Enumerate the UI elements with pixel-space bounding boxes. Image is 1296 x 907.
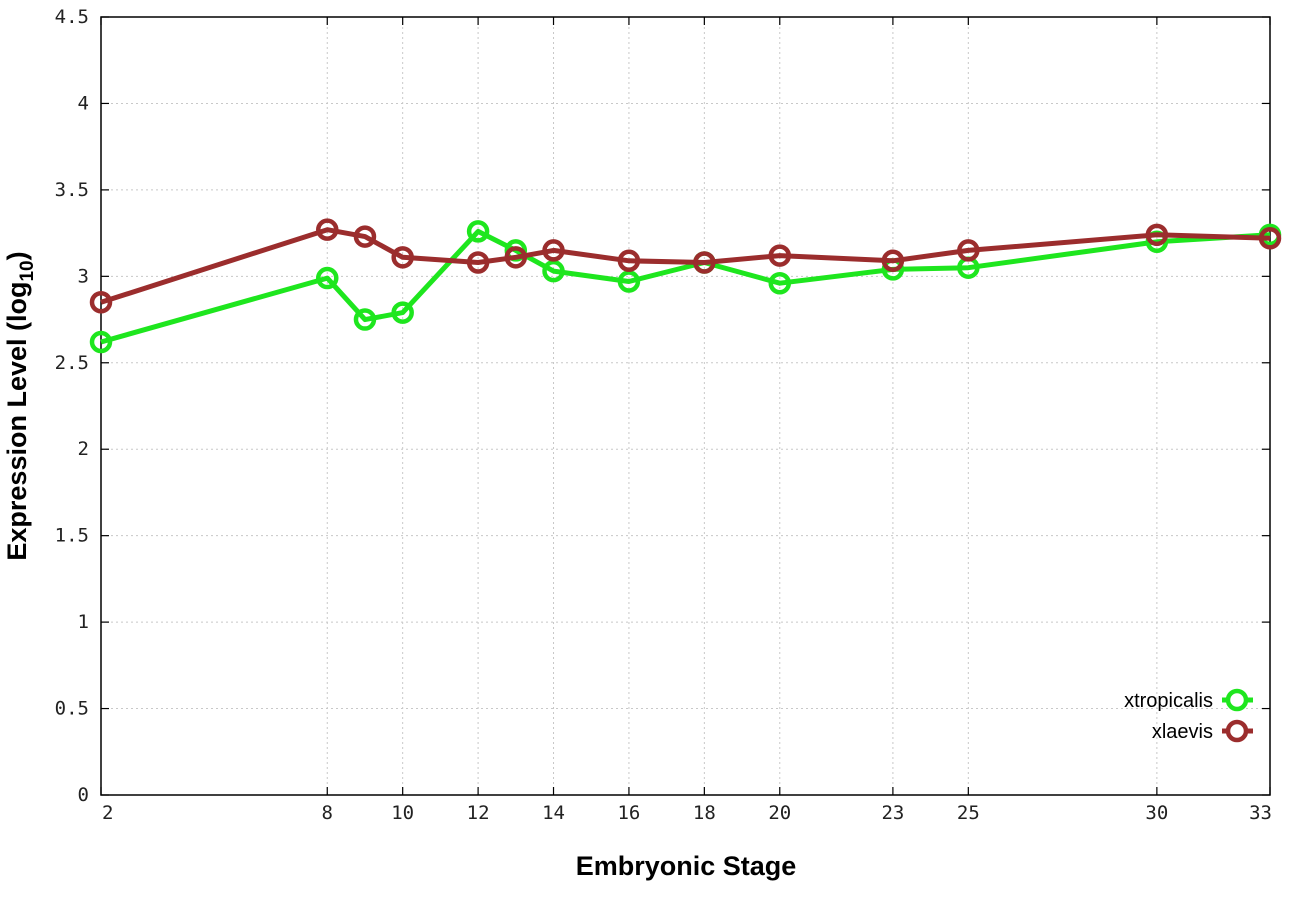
legend-item: xlaevis [1152,719,1253,743]
data-point [466,251,490,274]
data-point [391,301,414,324]
x-tick-label: 10 [391,802,414,824]
data-point [1145,223,1169,247]
data-point [391,246,414,269]
data-point [693,251,716,274]
data-point [316,218,339,241]
data-point [768,271,792,295]
y-tick-label: 0 [78,784,89,806]
legend: xtropicalis xlaevis [1124,688,1253,743]
legend-label: xtropicalis [1124,690,1213,712]
plot-frame [100,16,1271,796]
y-axis-title-end: ) [2,251,32,260]
data-point [89,330,113,354]
data-point [316,266,339,290]
x-tick-label: 33 [1249,802,1272,824]
data-point [957,239,980,262]
data-point [617,270,641,293]
series-lines [89,218,1282,354]
x-tick-label: 8 [322,802,333,824]
y-tick-label: 3 [78,265,89,287]
y-axis-title-main: Expression Level (log [2,282,32,561]
x-tick-label: 30 [1145,802,1168,824]
tick-marks [100,16,1271,796]
x-tick-label: 18 [693,802,716,824]
legend-label: xlaevis [1152,721,1213,743]
legend-swatch-marker [1225,719,1249,743]
data-point [1258,227,1282,250]
x-tick-label: 23 [881,802,904,824]
data-point [881,249,905,273]
grid [101,17,1270,795]
y-tick-label: 4.5 [55,6,89,28]
series-xlaevis [89,218,1282,314]
x-tick-label: 25 [957,802,980,824]
y-tick-labels: 0 0.5 1 1.5 2 2.5 3 3.5 4 4.5 [55,6,89,806]
y-tick-label: 3.5 [55,179,89,201]
data-point [617,249,641,273]
x-tick-label: 14 [542,802,565,824]
y-axis-title: Expression Level (log10) [2,251,38,560]
data-point [542,259,565,283]
y-tick-label: 4 [78,92,89,114]
data-point [466,220,490,243]
x-tick-labels: 2 8 10 12 14 16 18 20 23 25 30 33 [102,802,1272,824]
data-point [353,308,377,331]
x-axis-title: Embryonic Stage [576,851,797,881]
legend-swatch-marker [1225,688,1249,712]
y-tick-label: 1.5 [55,525,89,547]
data-point [89,291,113,314]
data-point [504,246,528,269]
series-line [100,228,1271,345]
y-tick-label: 2 [78,438,89,460]
y-tick-label: 0.5 [55,698,89,720]
x-tick-label: 2 [102,802,113,824]
legend-item: xtropicalis [1124,688,1253,712]
data-point [353,225,377,248]
y-tick-label: 2.5 [55,352,89,374]
y-tick-label: 1 [78,611,89,633]
data-point [542,239,565,262]
x-tick-label: 20 [768,802,791,824]
y-axis-title-subscript: 10 [17,260,38,281]
data-point [768,244,792,267]
x-tick-label: 12 [467,802,490,824]
x-tick-label: 16 [617,802,640,824]
